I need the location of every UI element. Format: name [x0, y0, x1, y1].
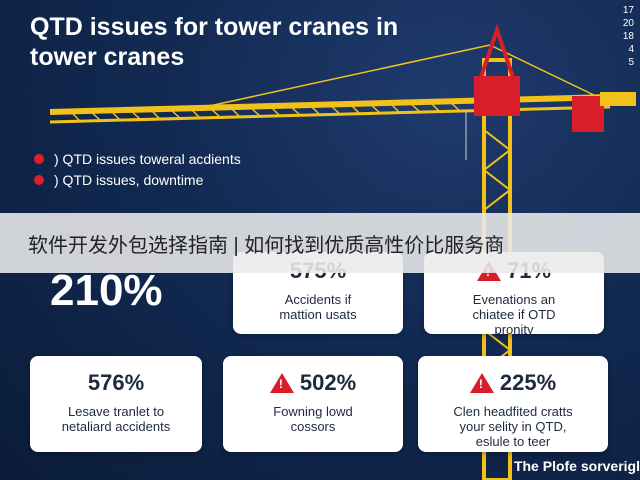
bullet-list: ) QTD issues toweral acdients ) QTD issu…: [34, 148, 241, 190]
stat-card: 576% Lesave tranlet to netaliard acciden…: [30, 356, 202, 452]
stat-value: 576%: [30, 370, 202, 396]
stat-value-text: 225%: [499, 370, 557, 395]
side-number: 5: [628, 57, 634, 68]
stat-value: 225%: [418, 370, 608, 396]
side-number: 20: [622, 18, 634, 29]
warning-icon: [469, 373, 494, 393]
stat-description: Accidents if mattion usats: [279, 292, 357, 322]
stat-value: 502%: [223, 370, 403, 396]
stat-description: Evenations an chiatee if OTD pronity: [472, 292, 556, 337]
side-number: 18: [622, 31, 634, 42]
overlay-banner[interactable]: 软件开发外包选择指南 | 如何找到优质高性价比服务商: [0, 213, 640, 273]
footer-text: The Plofe sorverigl: [513, 458, 640, 474]
stat-value-text: 502%: [299, 370, 357, 395]
stat-value-text: 576%: [87, 370, 145, 395]
side-number-list: 17 20 18 4 5: [623, 4, 634, 69]
stat-description: Clen headfited cratts your selity in QTD…: [453, 404, 573, 449]
stat-description: Fowning lowd cossors: [273, 404, 353, 434]
stat-description: Lesave tranlet to netaliard accidents: [61, 404, 171, 434]
red-dot-icon: [34, 174, 44, 185]
bullet-item: ) QTD issues toweral acdients: [34, 148, 241, 169]
page-title: QTD issues for tower cranes in tower cra…: [30, 13, 399, 71]
warning-icon: [269, 373, 294, 393]
stat-card: 502% Fowning lowd cossors: [223, 356, 403, 452]
bullet-text: ) QTD issues, downtime: [54, 171, 204, 188]
side-number: 4: [628, 44, 634, 55]
red-dot-icon: [34, 153, 44, 164]
bullet-item: ) QTD issues, downtime: [34, 169, 241, 190]
side-number: 17: [622, 5, 634, 16]
stat-card: 225% Clen headfited cratts your selity i…: [418, 356, 608, 452]
big-stat: 210%: [50, 266, 163, 315]
bullet-text: ) QTD issues toweral acdients: [54, 150, 241, 167]
